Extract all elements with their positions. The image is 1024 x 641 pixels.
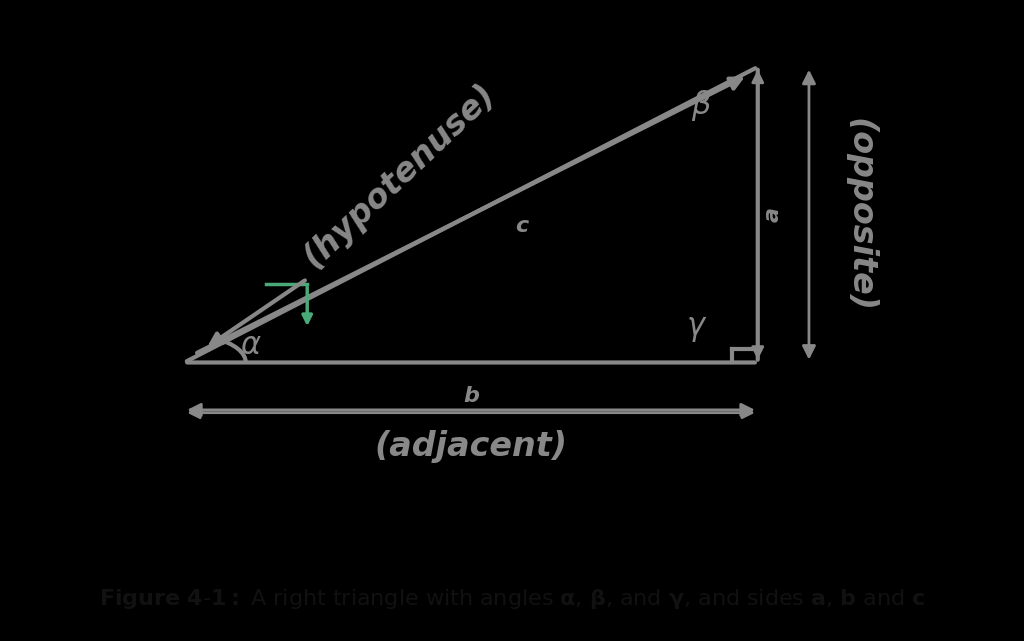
Text: $\alpha$: $\alpha$ bbox=[240, 331, 262, 360]
Text: (opposite): (opposite) bbox=[844, 118, 877, 312]
Text: $\gamma$: $\gamma$ bbox=[686, 315, 707, 344]
Text: (hypotenuse): (hypotenuse) bbox=[297, 78, 502, 274]
Text: (adjacent): (adjacent) bbox=[375, 429, 567, 463]
Text: b: b bbox=[463, 386, 479, 406]
Text: c: c bbox=[516, 216, 528, 236]
Text: a: a bbox=[763, 207, 783, 222]
Text: $\beta$: $\beta$ bbox=[691, 88, 712, 124]
Text: $\mathbf{Figure\ 4\text{-}1:}$ A right triangle with angles $\mathbf{\alpha}$, $: $\mathbf{Figure\ 4\text{-}1:}$ A right t… bbox=[98, 587, 926, 612]
